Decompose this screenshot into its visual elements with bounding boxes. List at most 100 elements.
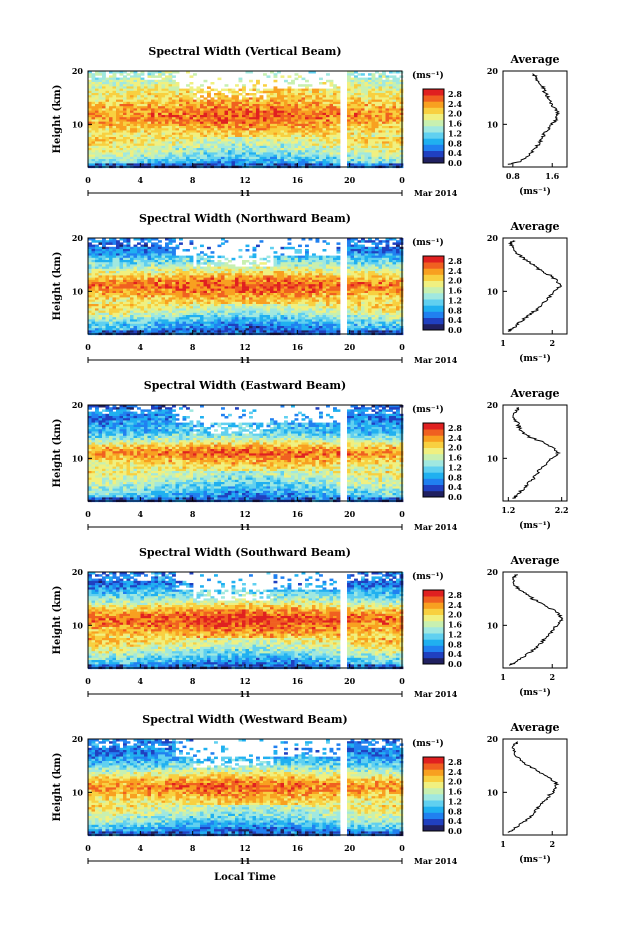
- heatmap-cell: [364, 121, 369, 125]
- heatmap-cell: [270, 137, 274, 140]
- heatmap-cell: [333, 150, 337, 153]
- heatmap-cell: [88, 137, 92, 140]
- heatmap-cell: [266, 132, 271, 136]
- heatmap-cell: [196, 295, 201, 298]
- heatmap-cell: [196, 260, 201, 263]
- heatmap-cell: [238, 104, 243, 107]
- heatmap-cell: [126, 152, 131, 155]
- heatmap-cell: [347, 104, 351, 107]
- heatmap-cell: [161, 268, 166, 272]
- heatmap-cell: [98, 110, 103, 114]
- heatmap-cell: [308, 163, 313, 166]
- heatmap-cell: [193, 273, 197, 276]
- heatmap-cell: [326, 150, 330, 153]
- heatmap-cell: [102, 312, 106, 316]
- heatmap-cell: [182, 159, 187, 162]
- heatmap-cell: [312, 123, 316, 127]
- heatmap-cell: [238, 130, 243, 133]
- heatmap-cell: [126, 255, 131, 259]
- heatmap-cell: [378, 159, 383, 162]
- heatmap-cell: [151, 315, 155, 318]
- heatmap-cell: [284, 128, 288, 131]
- heatmap-cell: [336, 101, 341, 105]
- heatmap-cell: [319, 77, 323, 81]
- heatmap-cell: [252, 121, 257, 125]
- heatmap-cell: [126, 159, 131, 162]
- heatmap-cell: [109, 264, 113, 267]
- heatmap-cell: [109, 321, 113, 325]
- heatmap-cell: [144, 112, 148, 116]
- heatmap-cell: [109, 108, 113, 111]
- heatmap-cell: [322, 115, 327, 118]
- heatmap-cell: [378, 84, 383, 87]
- heatmap-cell: [357, 123, 362, 127]
- heatmap-cell: [396, 110, 400, 114]
- heatmap-cell: [298, 154, 302, 158]
- heatmap-cell: [182, 141, 187, 144]
- heatmap-cell: [354, 145, 358, 149]
- heatmap-cell: [154, 150, 159, 153]
- heatmap-cell: [385, 119, 390, 122]
- heatmap-cell: [133, 104, 138, 107]
- heatmap-cell: [364, 88, 369, 92]
- heatmap-cell: [354, 163, 358, 166]
- heatmap-cell: [277, 90, 281, 94]
- heatmap-cell: [119, 321, 124, 325]
- heatmap-cell: [109, 306, 113, 309]
- heatmap-cell: [238, 115, 243, 118]
- heatmap-cell: [280, 126, 285, 129]
- heatmap-cell: [88, 282, 92, 285]
- heatmap-cell: [123, 310, 127, 314]
- heatmap-cell: [298, 117, 302, 120]
- heatmap-cell: [112, 238, 117, 241]
- heatmap-cell: [151, 293, 155, 296]
- heatmap-cell: [116, 99, 120, 103]
- heatmap-cell: [140, 143, 145, 147]
- heatmap-cell: [95, 88, 99, 92]
- heatmap-cell: [88, 288, 92, 292]
- heatmap-cell: [361, 108, 365, 111]
- heatmap-cell: [154, 90, 159, 94]
- heatmap-cell: [382, 82, 386, 85]
- heatmap-cell: [270, 139, 274, 142]
- heatmap-cell: [371, 141, 376, 144]
- heatmap-cell: [140, 119, 145, 122]
- heatmap-cell: [368, 115, 372, 118]
- heatmap-cell: [301, 154, 306, 158]
- heatmap-cell: [119, 104, 124, 107]
- heatmap-cell: [95, 264, 99, 267]
- heatmap-cell: [105, 306, 110, 309]
- heatmap-cell: [102, 152, 106, 155]
- heatmap-cell: [151, 86, 155, 89]
- heatmap-cell: [245, 112, 250, 116]
- heatmap-cell: [238, 123, 243, 127]
- heatmap-cell: [193, 282, 197, 285]
- heatmap-cell: [389, 143, 393, 147]
- heatmap-cell: [193, 115, 197, 118]
- heatmap-cell: [140, 79, 145, 83]
- heatmap-cell: [308, 93, 313, 96]
- heatmap-cell: [151, 299, 155, 303]
- heatmap-cell: [186, 288, 190, 292]
- heatmap-cell: [196, 266, 201, 270]
- heatmap-cell: [235, 132, 239, 136]
- heatmap-cell: [105, 159, 110, 162]
- heatmap-cell: [179, 306, 183, 309]
- heatmap-cell: [189, 317, 194, 320]
- heatmap-cell: [277, 97, 281, 100]
- heatmap-cell: [347, 145, 351, 149]
- heatmap-cell: [298, 141, 302, 144]
- heatmap-cell: [119, 282, 124, 285]
- day-label: 11: [239, 188, 250, 198]
- heatmap-cell: [165, 161, 169, 164]
- heatmap-cell: [238, 128, 243, 131]
- heatmap-cell: [203, 268, 208, 272]
- heatmap-cell: [158, 246, 162, 250]
- heatmap-cell: [154, 128, 159, 131]
- heatmap-cell: [147, 321, 152, 325]
- heatmap-cell: [294, 121, 299, 125]
- heatmap-cell: [186, 121, 190, 125]
- heatmap-cell: [105, 82, 110, 85]
- heatmap-cell: [147, 315, 152, 318]
- heatmap-cell: [273, 128, 278, 131]
